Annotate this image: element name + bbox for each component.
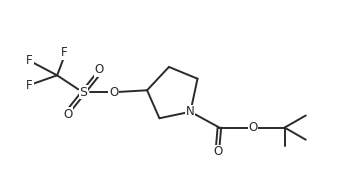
Text: O: O <box>213 145 222 158</box>
Text: F: F <box>26 54 33 67</box>
Text: F: F <box>61 46 68 59</box>
Text: N: N <box>186 105 195 118</box>
Text: S: S <box>80 86 88 99</box>
Text: O: O <box>248 121 257 134</box>
Text: O: O <box>95 63 104 76</box>
Text: O: O <box>109 86 118 99</box>
Text: F: F <box>26 79 33 92</box>
Text: O: O <box>63 108 72 121</box>
